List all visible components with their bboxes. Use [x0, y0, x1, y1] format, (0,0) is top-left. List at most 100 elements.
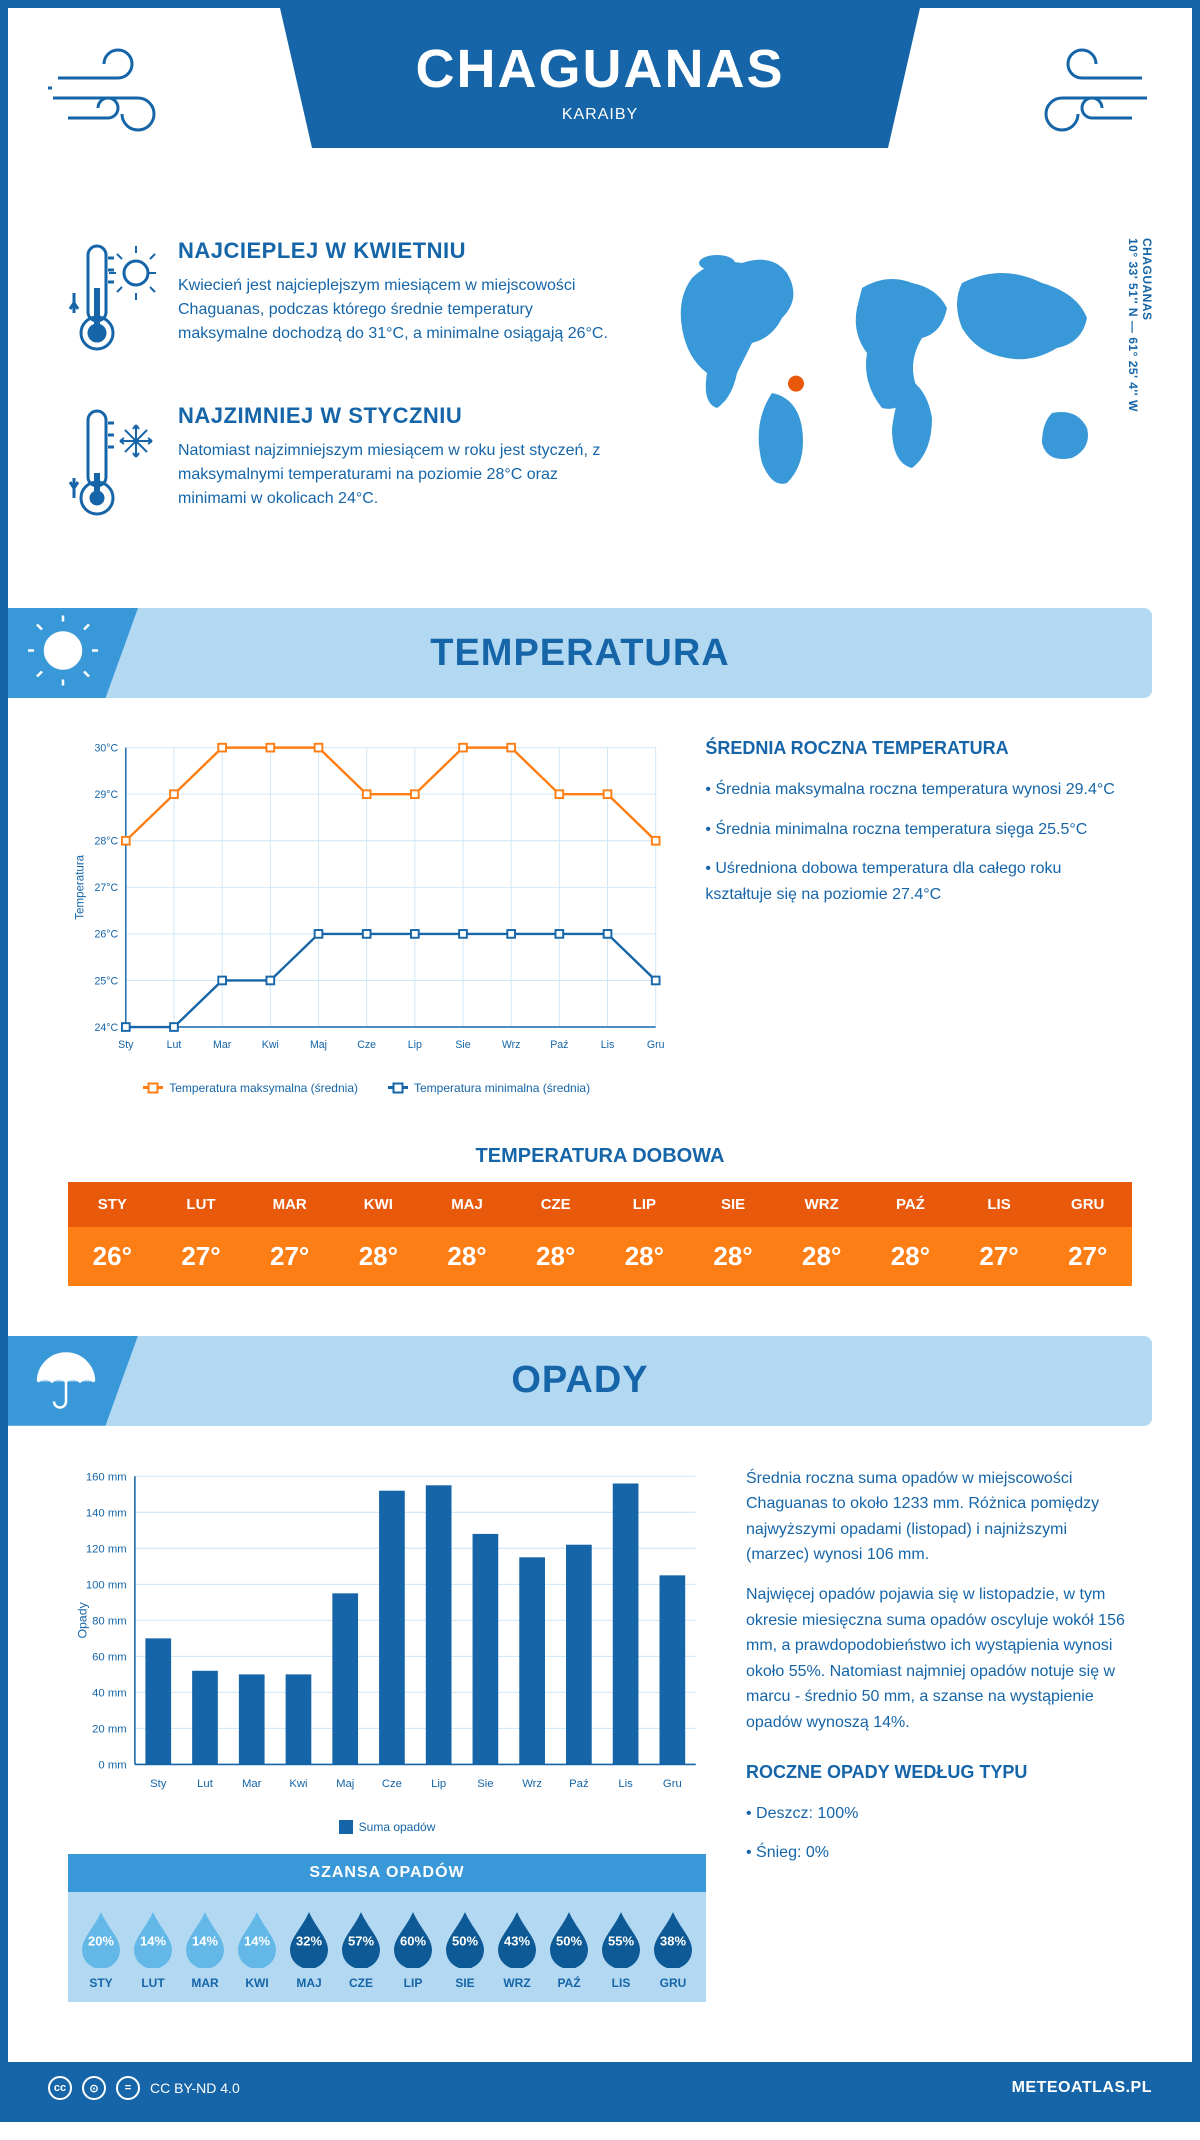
svg-text:Lip: Lip: [408, 1039, 422, 1051]
rain-chance-panel: SZANSA OPADÓW 20% STY 14% LUT 14% MAR 14…: [68, 1854, 706, 2002]
temperature-stats-title: ŚREDNIA ROCZNA TEMPERATURA: [705, 738, 1132, 759]
table-cell: 28°: [334, 1227, 423, 1286]
legend-label: Temperatura maksymalna (średnia): [169, 1081, 358, 1095]
svg-text:80 mm: 80 mm: [92, 1615, 127, 1627]
table-header-cell: PAŹ: [866, 1182, 955, 1227]
legend-swatch: [388, 1086, 408, 1089]
precip-type-item: Śnieg: 0%: [746, 1840, 1132, 1866]
svg-text:Gru: Gru: [663, 1778, 682, 1790]
rain-chance-month: KWI: [232, 1976, 282, 1990]
svg-text:Wrz: Wrz: [522, 1778, 542, 1790]
svg-text:20 mm: 20 mm: [92, 1723, 127, 1735]
table-header-cell: LUT: [157, 1182, 246, 1227]
svg-text:Temperatura: Temperatura: [74, 854, 86, 919]
stat-item: Uśredniona dobowa temperatura dla całego…: [705, 856, 1132, 907]
svg-text:Lis: Lis: [618, 1778, 633, 1790]
precipitation-title: OPADY: [511, 1359, 648, 1402]
temperature-section-header: TEMPERATURA: [8, 608, 1152, 698]
precip-types-title: ROCZNE OPADY WEDŁUG TYPU: [746, 1762, 1132, 1783]
rain-chance-title: SZANSA OPADÓW: [68, 1854, 706, 1892]
warmest-block: NAJCIEPLEJ W KWIETNIU Kwiecień jest najc…: [68, 238, 612, 363]
precip-paragraph: Średnia roczna suma opadów w miejscowośc…: [746, 1466, 1132, 1568]
thermometer-sun-icon: [68, 238, 158, 363]
cc-icon: cc: [48, 2076, 72, 2100]
temperature-row: 24°C25°C26°C27°C28°C29°C30°CStyLutMarKwi…: [8, 698, 1192, 1125]
svg-text:Kwi: Kwi: [262, 1039, 279, 1051]
legend-item: Suma opadów: [339, 1820, 436, 1834]
rain-chance-value: 50%: [452, 1934, 478, 1949]
precipitation-section-header: OPADY: [8, 1336, 1152, 1426]
rain-chance-month: LUT: [128, 1976, 178, 1990]
rain-chance-item: 38% GRU: [648, 1908, 698, 1990]
svg-text:25°C: 25°C: [94, 975, 118, 987]
svg-text:Paź: Paź: [569, 1778, 589, 1790]
raindrop-icon: 20%: [76, 1908, 126, 1968]
table-cell: 28°: [423, 1227, 512, 1286]
license-text: CC BY-ND 4.0: [150, 2080, 240, 2096]
rain-chance-month: LIP: [388, 1976, 438, 1990]
temperature-legend: .legend-swatch[style*="#fd7e14"]::after{…: [68, 1081, 665, 1095]
rain-chance-value: 20%: [88, 1934, 114, 1949]
warmest-body: Kwiecień jest najcieplejszym miesiącem w…: [178, 274, 612, 346]
intro-section: NAJCIEPLEJ W KWIETNIU Kwiecień jest najc…: [8, 208, 1192, 608]
temperature-chart: 24°C25°C26°C27°C28°C29°C30°CStyLutMarKwi…: [68, 738, 665, 1095]
table-header-cell: CZE: [511, 1182, 600, 1227]
svg-text:Lis: Lis: [601, 1039, 615, 1051]
svg-text:120 mm: 120 mm: [86, 1543, 127, 1555]
legend-item: .legend-swatch[style*="#fd7e14"]::after{…: [143, 1081, 358, 1095]
rain-chance-item: 60% LIP: [388, 1908, 438, 1990]
rain-chance-value: 32%: [296, 1934, 322, 1949]
thermometer-snow-icon: [68, 403, 158, 528]
svg-text:Maj: Maj: [310, 1039, 327, 1051]
precipitation-stats: Średnia roczna suma opadów w miejscowośc…: [746, 1466, 1132, 2003]
svg-text:Cze: Cze: [357, 1039, 376, 1051]
table-header-cell: MAJ: [423, 1182, 512, 1227]
rain-chance-item: 55% LIS: [596, 1908, 646, 1990]
table-header-cell: WRZ: [777, 1182, 866, 1227]
rain-chance-item: 14% LUT: [128, 1908, 178, 1990]
rain-chance-month: STY: [76, 1976, 126, 1990]
header: CHAGUANAS KARAIBY: [8, 8, 1192, 208]
raindrop-icon: 57%: [336, 1908, 386, 1968]
svg-text:26°C: 26°C: [94, 929, 118, 941]
world-map: [652, 238, 1132, 498]
raindrop-icon: 14%: [128, 1908, 178, 1968]
raindrop-icon: 32%: [284, 1908, 334, 1968]
warmest-text: NAJCIEPLEJ W KWIETNIU Kwiecień jest najc…: [178, 238, 612, 363]
raindrop-icon: 38%: [648, 1908, 698, 1968]
rain-chance-value: 60%: [400, 1934, 426, 1949]
daily-temp-title: TEMPERATURA DOBOWA: [8, 1145, 1192, 1168]
svg-text:24°C: 24°C: [94, 1022, 118, 1034]
table-header-cell: SIE: [689, 1182, 778, 1227]
footer-site: METEOATLAS.PL: [1012, 2079, 1152, 2097]
raindrop-icon: 60%: [388, 1908, 438, 1968]
by-icon: ⊙: [82, 2076, 106, 2100]
table-cell: 27°: [157, 1227, 246, 1286]
rain-chance-value: 14%: [140, 1934, 166, 1949]
coldest-title: NAJZIMNIEJ W STYCZNIU: [178, 403, 612, 429]
temperature-title: TEMPERATURA: [430, 632, 730, 675]
rain-chance-month: PAŹ: [544, 1976, 594, 1990]
svg-text:Sty: Sty: [118, 1039, 134, 1051]
warmest-title: NAJCIEPLEJ W KWIETNIU: [178, 238, 612, 264]
stat-item: Średnia minimalna roczna temperatura się…: [705, 817, 1132, 843]
svg-text:Mar: Mar: [242, 1778, 262, 1790]
coldest-text: NAJZIMNIEJ W STYCZNIU Natomiast najzimni…: [178, 403, 612, 528]
svg-text:Wrz: Wrz: [502, 1039, 521, 1051]
legend-label: Suma opadów: [359, 1820, 436, 1834]
svg-text:Mar: Mar: [213, 1039, 232, 1051]
raindrop-icon: 14%: [232, 1908, 282, 1968]
table-cell: 26°: [68, 1227, 157, 1286]
precipitation-chart-area: 0 mm20 mm40 mm60 mm80 mm100 mm120 mm140 …: [68, 1466, 706, 2003]
svg-text:28°C: 28°C: [94, 836, 118, 848]
table-header-cell: MAR: [245, 1182, 334, 1227]
footer-license: cc ⊙ = CC BY-ND 4.0: [48, 2076, 240, 2100]
svg-text:Sie: Sie: [477, 1778, 493, 1790]
table-cell: 27°: [245, 1227, 334, 1286]
coldest-body: Natomiast najzimniejszym miesiącem w rok…: [178, 439, 612, 511]
svg-text:Sty: Sty: [150, 1778, 167, 1790]
precip-paragraph: Najwięcej opadów pojawia się w listopadz…: [746, 1582, 1132, 1736]
world-map-container: CHAGUANAS 10° 33' 51'' N — 61° 25' 4'' W: [652, 238, 1132, 568]
page-title: CHAGUANAS: [280, 38, 920, 100]
table-header-cell: STY: [68, 1182, 157, 1227]
